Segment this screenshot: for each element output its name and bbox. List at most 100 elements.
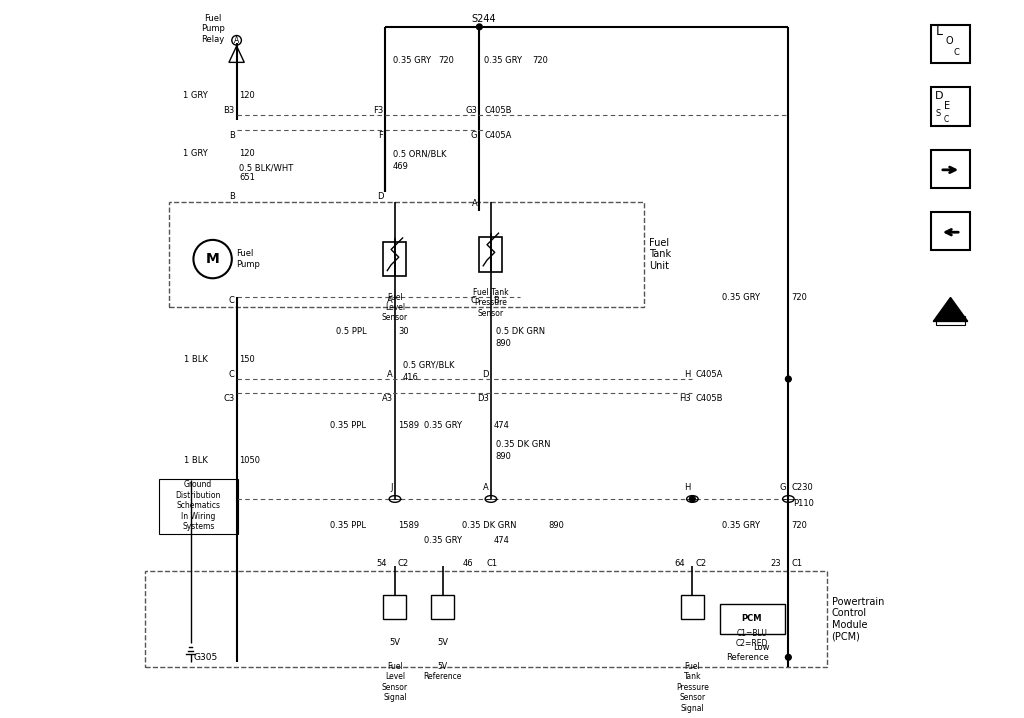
Text: C405A: C405A xyxy=(695,370,723,378)
Text: 54: 54 xyxy=(377,559,387,568)
Text: 1050: 1050 xyxy=(240,456,260,465)
Text: 0.5 GRY/BLK: 0.5 GRY/BLK xyxy=(402,360,454,369)
Text: 890: 890 xyxy=(549,521,564,531)
Text: A: A xyxy=(387,370,393,378)
Text: L: L xyxy=(936,25,943,38)
Text: E: E xyxy=(944,101,950,111)
Text: 0.35 GRY: 0.35 GRY xyxy=(393,56,431,65)
Text: 474: 474 xyxy=(494,536,510,545)
Text: F3: F3 xyxy=(373,106,383,115)
Text: OBD II: OBD II xyxy=(941,318,961,323)
Text: 5V: 5V xyxy=(437,638,449,648)
Text: 30: 30 xyxy=(397,327,409,335)
Text: B: B xyxy=(493,296,499,305)
Text: C3: C3 xyxy=(223,393,234,403)
Text: 64: 64 xyxy=(674,559,685,568)
Text: 120: 120 xyxy=(240,91,255,101)
Text: C: C xyxy=(953,48,959,57)
Bar xyxy=(383,595,407,619)
Text: 0.5 DK GRN: 0.5 DK GRN xyxy=(496,327,545,335)
Text: O: O xyxy=(946,37,953,46)
Text: G: G xyxy=(780,483,786,492)
Text: G305: G305 xyxy=(194,653,218,662)
Circle shape xyxy=(785,376,792,382)
Text: A: A xyxy=(472,199,477,208)
Text: 474: 474 xyxy=(494,421,510,429)
Text: 5V: 5V xyxy=(389,638,400,648)
Text: 1589: 1589 xyxy=(397,421,419,429)
Text: S244: S244 xyxy=(472,14,497,24)
Text: 46: 46 xyxy=(463,559,474,568)
Text: C: C xyxy=(471,296,476,305)
Text: B3: B3 xyxy=(223,106,234,115)
Text: G3: G3 xyxy=(466,106,477,115)
Text: B: B xyxy=(228,192,234,201)
Text: 720: 720 xyxy=(792,293,807,302)
Bar xyxy=(431,595,455,619)
Text: B: B xyxy=(228,131,234,140)
Text: C: C xyxy=(228,296,234,305)
Bar xyxy=(383,242,407,276)
Text: C1=BLU
C2=RED: C1=BLU C2=RED xyxy=(735,628,768,648)
Text: C405B: C405B xyxy=(484,106,512,115)
Text: 416: 416 xyxy=(402,373,419,381)
Text: 0.35 GRY: 0.35 GRY xyxy=(424,421,462,429)
FancyBboxPatch shape xyxy=(936,316,965,325)
Text: 720: 720 xyxy=(792,521,807,531)
Text: 0.35 GRY: 0.35 GRY xyxy=(424,536,462,545)
Text: 120: 120 xyxy=(240,149,255,158)
Circle shape xyxy=(785,654,792,660)
Text: 0.35 PPL: 0.35 PPL xyxy=(330,421,367,429)
Text: S: S xyxy=(935,108,940,118)
Text: 0.5 PPL: 0.5 PPL xyxy=(336,327,367,335)
Text: H: H xyxy=(684,370,690,378)
Text: D: D xyxy=(377,192,383,201)
Text: H: H xyxy=(684,483,690,492)
Text: Fuel
Level
Sensor
Signal: Fuel Level Sensor Signal xyxy=(382,662,408,702)
Text: F: F xyxy=(379,131,383,140)
Text: 1 BLK: 1 BLK xyxy=(184,355,208,364)
Text: PCM: PCM xyxy=(741,615,762,623)
Text: D3: D3 xyxy=(477,393,489,403)
Text: 1 GRY: 1 GRY xyxy=(183,91,208,101)
Text: Fuel
Tank
Pressure
Sensor
Signal: Fuel Tank Pressure Sensor Signal xyxy=(676,662,709,713)
Text: 1 GRY: 1 GRY xyxy=(183,149,208,158)
Text: Fuel
Pump
Relay: Fuel Pump Relay xyxy=(201,14,224,44)
Text: Ground
Distribution
Schematics
In Wiring
Systems: Ground Distribution Schematics In Wiring… xyxy=(175,480,221,531)
Text: A3: A3 xyxy=(382,393,393,403)
Text: 0.35 DK GRN: 0.35 DK GRN xyxy=(496,439,550,449)
Text: M: M xyxy=(206,252,219,266)
Text: 651: 651 xyxy=(240,173,255,182)
Text: G: G xyxy=(471,131,477,140)
Polygon shape xyxy=(933,297,968,322)
Text: C230: C230 xyxy=(792,483,813,492)
Text: 0.5 BLK/WHT: 0.5 BLK/WHT xyxy=(240,164,294,172)
Text: Fuel
Pump: Fuel Pump xyxy=(237,249,260,269)
Text: A: A xyxy=(483,483,489,492)
Text: 720: 720 xyxy=(438,56,454,65)
Text: A: A xyxy=(387,296,393,305)
Circle shape xyxy=(689,496,695,502)
Text: Fuel
Tank
Unit: Fuel Tank Unit xyxy=(649,238,672,271)
Text: J: J xyxy=(390,483,393,492)
Text: 0.35 GRY: 0.35 GRY xyxy=(722,293,760,302)
Text: 5V
Reference: 5V Reference xyxy=(424,662,462,681)
Text: D: D xyxy=(482,370,489,378)
Text: C1: C1 xyxy=(792,559,803,568)
Text: C: C xyxy=(944,116,949,124)
Bar xyxy=(479,237,503,271)
Text: Powertrain
Control
Module
(PCM): Powertrain Control Module (PCM) xyxy=(831,597,884,641)
Text: 1589: 1589 xyxy=(397,521,419,531)
Text: 1 BLK: 1 BLK xyxy=(184,456,208,465)
Text: C405B: C405B xyxy=(695,393,723,403)
Text: Low
Reference: Low Reference xyxy=(726,643,769,662)
Text: Fuel
Level
Sensor: Fuel Level Sensor xyxy=(382,293,408,322)
Text: A: A xyxy=(233,36,240,45)
Text: C405A: C405A xyxy=(484,131,512,140)
Text: 0.35 GRY: 0.35 GRY xyxy=(722,521,760,531)
Text: 0.35 GRY: 0.35 GRY xyxy=(484,56,522,65)
Text: II: II xyxy=(947,307,953,317)
Text: 0.5 ORN/BLK: 0.5 ORN/BLK xyxy=(393,149,446,158)
Text: D: D xyxy=(935,91,944,101)
Text: 23: 23 xyxy=(770,559,780,568)
